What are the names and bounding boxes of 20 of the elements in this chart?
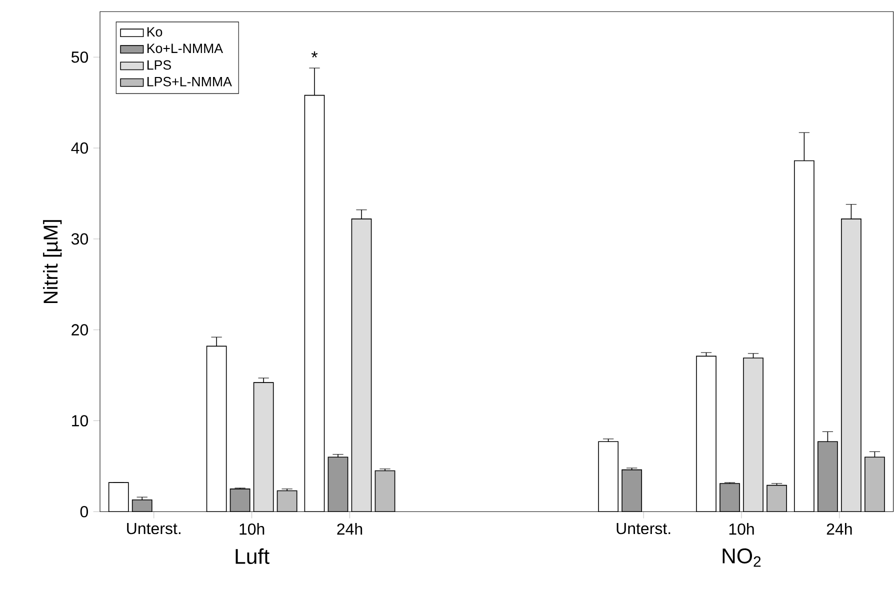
x-tick-label: Unterst. (616, 523, 670, 534)
legend-label: LPS+L-NMMA (147, 76, 232, 86)
x-tick-label: Unterst. (127, 523, 180, 534)
y-tick-label: 30 (71, 233, 88, 245)
y-tick-label: 50 (71, 51, 88, 63)
text: NO$_{2}$ (722, 548, 761, 567)
y-tick-label: 10 (72, 415, 88, 426)
annotation: * (311, 51, 318, 58)
x-tick-label: 10h (240, 523, 264, 535)
y-axis-title: Nitrit [µM] (43, 220, 62, 304)
legend-label: LPS (147, 60, 171, 70)
x-tick-label: 24h (826, 523, 852, 535)
y-tick-label: 40 (71, 142, 88, 154)
y-tick-label: 20 (72, 324, 88, 336)
x-tick-label: 10h (729, 523, 754, 535)
x-tick-label: 24h (337, 523, 362, 535)
y-tick-label: 0 (80, 506, 88, 518)
legend-label: Ko+L-NMMA (147, 44, 224, 54)
text: Luft (236, 548, 270, 564)
legend-label: Ko (147, 27, 162, 37)
